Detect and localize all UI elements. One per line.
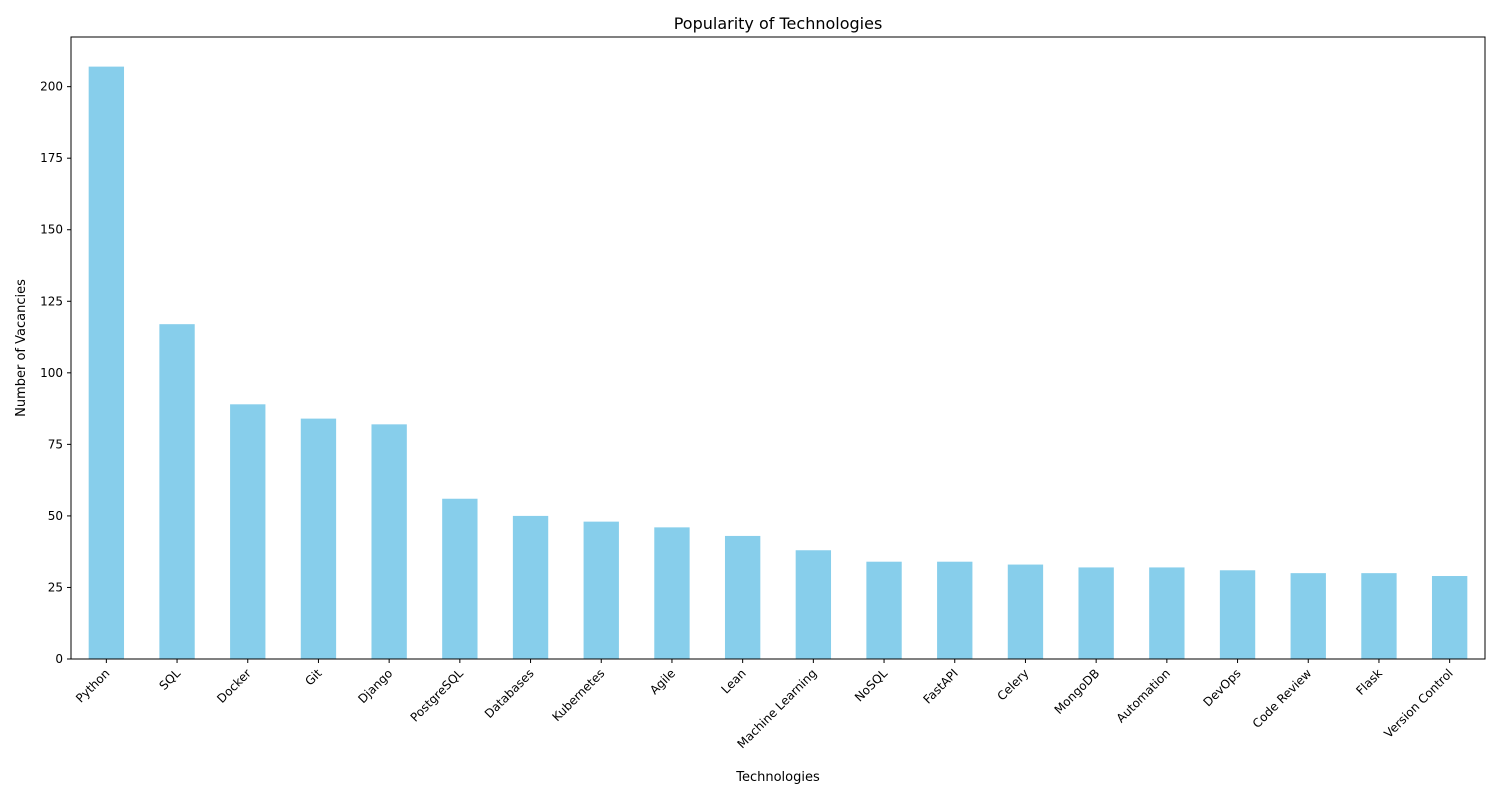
x-tick-label: Celery	[994, 666, 1031, 703]
x-tick-label: Lean	[718, 666, 748, 696]
x-tick-label: FastAPI	[920, 666, 960, 706]
plot-frame	[70, 36, 1486, 660]
bar-lean	[724, 535, 761, 659]
x-tick-label: DevOps	[1201, 666, 1244, 709]
bar-code-review	[1290, 573, 1326, 659]
x-tick-label: Docker	[214, 666, 254, 706]
y-tick-label: 75	[48, 437, 63, 451]
x-tick-label: PostgreSQL	[408, 666, 467, 725]
bar-mongodb	[1078, 567, 1114, 659]
x-tick-label: Agile	[647, 666, 678, 697]
bar-kubernetes	[583, 521, 619, 659]
y-tick-label: 200	[40, 80, 63, 94]
x-tick-label: Version Control	[1381, 666, 1455, 740]
x-tick-label: Code Review	[1250, 666, 1315, 731]
bar-postgresql	[442, 498, 478, 659]
chart-title: Popularity of Technologies	[674, 14, 883, 33]
bar-python	[88, 66, 125, 660]
x-tick-label: SQL	[156, 666, 183, 693]
y-tick-label: 50	[48, 509, 63, 523]
bar-devops	[1219, 570, 1256, 659]
bar-databases	[512, 515, 549, 659]
y-tick-label: 25	[48, 580, 63, 594]
y-axis-label: Number of Vacancies	[14, 279, 29, 417]
bar-fastapi	[937, 561, 973, 659]
x-tick-label: NoSQL	[852, 666, 890, 704]
x-tick-label: Git	[302, 666, 324, 688]
bar-automation	[1149, 567, 1185, 659]
bar-git	[300, 418, 337, 659]
bar-nosql	[866, 561, 902, 659]
y-tick-label: 125	[40, 294, 63, 308]
bars-layer	[88, 66, 1468, 660]
bar-agile	[654, 527, 690, 659]
bar-docker	[230, 404, 266, 659]
bar-celery	[1007, 564, 1044, 659]
y-tick-label: 0	[55, 652, 63, 666]
bar-version-control	[1431, 576, 1468, 659]
y-tick-label: 100	[40, 366, 63, 380]
bar-django	[371, 424, 407, 659]
y-tick-label: 175	[40, 151, 63, 165]
x-tick-label: Machine Learning	[735, 666, 820, 751]
y-tick-label: 150	[40, 223, 63, 237]
x-tick-label: MongoDB	[1052, 666, 1103, 717]
x-tick-label: Flask	[1353, 666, 1385, 698]
x-tick-label: Databases	[482, 666, 537, 721]
bar-flask	[1361, 573, 1397, 659]
x-tick-label: Automation	[1114, 666, 1173, 725]
x-tick-label: Kubernetes	[549, 666, 607, 724]
x-tick-label: Django	[355, 666, 395, 706]
x-tick-label: Python	[73, 666, 112, 705]
x-axis-label: Technologies	[735, 770, 820, 785]
bar-machine-learning	[795, 550, 832, 659]
bar-sql	[159, 324, 195, 659]
